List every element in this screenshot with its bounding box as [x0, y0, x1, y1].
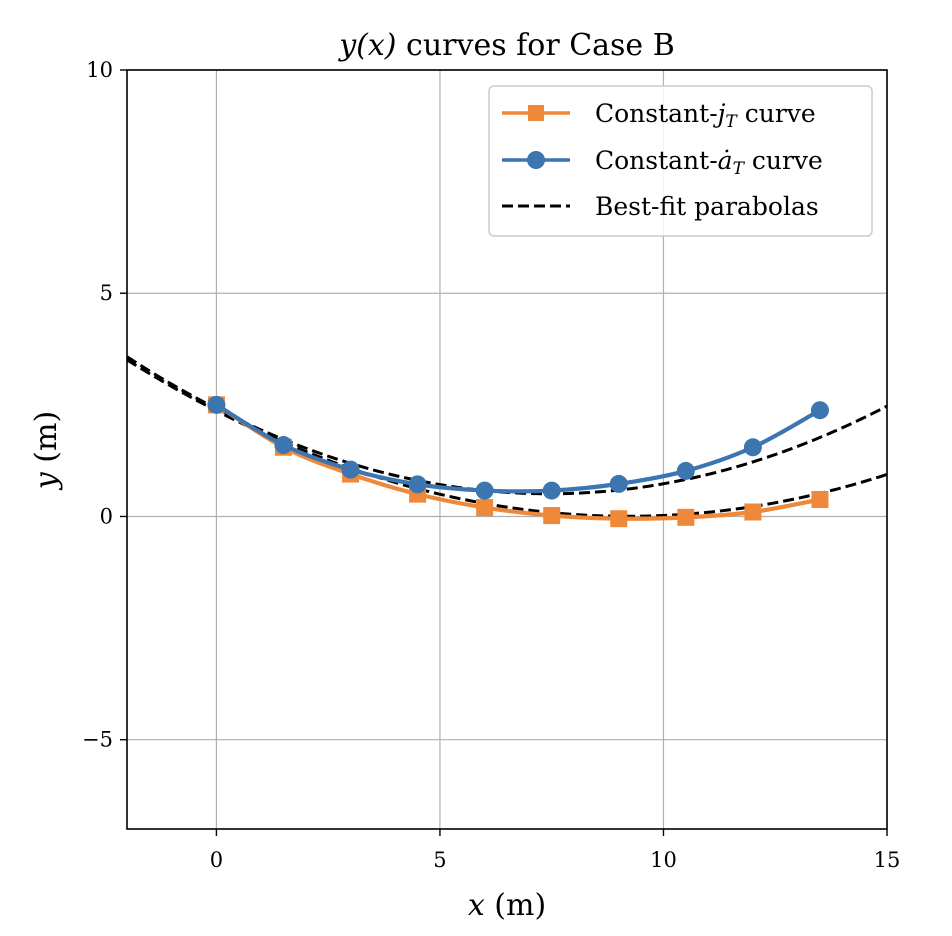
x-tick-label: 15: [874, 848, 901, 872]
y-axis-variable: y: [29, 471, 64, 491]
chart-title-variable: y(x): [337, 28, 396, 63]
legend-item-best-fit: Best-fit parabolas: [502, 192, 819, 221]
legend-label-best-fit: Best-fit parabolas: [595, 192, 819, 221]
legend-item-constant-at: Constant-ȧT curve: [502, 146, 823, 179]
legend-label-sub: T: [725, 112, 738, 132]
data-point-constant-at: [810, 401, 829, 420]
legend-label-constant-at: Constant-ȧT curve: [595, 146, 823, 179]
data-point-constant-at: [542, 481, 561, 500]
data-point-constant-jt: [744, 503, 762, 521]
x-tick-label: 10: [650, 848, 677, 872]
axis-ticks: 0 5 10 15 −5 0 5 10: [82, 58, 900, 872]
x-axis-variable: x: [468, 888, 485, 923]
series-line-constant-at: [215, 403, 821, 494]
legend-label-sub: T: [733, 159, 746, 179]
legend-box: [488, 85, 873, 237]
data-point-constant-at: [676, 461, 695, 480]
y-tick-label: 10: [86, 58, 113, 82]
y-tick-label: 0: [100, 504, 113, 528]
legend-item-constant-jt: Constant-jT curve: [502, 99, 816, 132]
series-line-constant-jt: [215, 403, 821, 521]
legend-label-prefix: Constant-: [595, 99, 718, 128]
data-point-constant-jt: [610, 510, 628, 528]
data-point-constant-at: [609, 474, 628, 493]
data-point-constant-at: [207, 395, 226, 414]
data-point-constant-at: [408, 475, 427, 494]
legend-label-constant-jt: Constant-jT curve: [595, 99, 816, 132]
legend-label-prefix: Constant-: [595, 146, 718, 175]
best-fit-parabola-2: [127, 355, 887, 496]
y-axis-unit: (m): [29, 411, 64, 472]
x-tick-label: 5: [433, 848, 446, 872]
data-point-constant-at: [475, 481, 494, 500]
data-point-constant-at: [274, 436, 293, 455]
legend-marker-circle: [527, 151, 545, 169]
x-axis-label: x (m): [468, 888, 546, 923]
plot-frame: [126, 69, 888, 830]
x-axis-unit: (m): [485, 888, 546, 923]
y-axis-label: y (m): [29, 411, 64, 491]
data-point-constant-jt: [476, 499, 494, 517]
data-point-constant-jt: [543, 507, 561, 525]
data-point-constant-jt: [811, 491, 829, 509]
data-point-constant-at: [341, 460, 360, 479]
legend-label-suffix: curve: [737, 99, 816, 128]
legend-label-var: ȧ: [718, 146, 733, 175]
y-tick-label: 5: [100, 281, 113, 305]
legend-label-suffix: curve: [744, 146, 823, 175]
chart-title-text: curves for Case B: [397, 28, 675, 63]
data-point-constant-at: [743, 438, 762, 457]
legend: Constant-jT curve Constant-ȧT curve Best…: [488, 85, 873, 237]
x-tick-label: 0: [210, 848, 223, 872]
series-lines: [207, 395, 829, 528]
data-point-constant-jt: [677, 508, 695, 526]
y-tick-label: −5: [82, 728, 113, 752]
legend-marker-square: [528, 105, 544, 121]
chart-title: y(x) curves for Case B: [337, 28, 675, 63]
